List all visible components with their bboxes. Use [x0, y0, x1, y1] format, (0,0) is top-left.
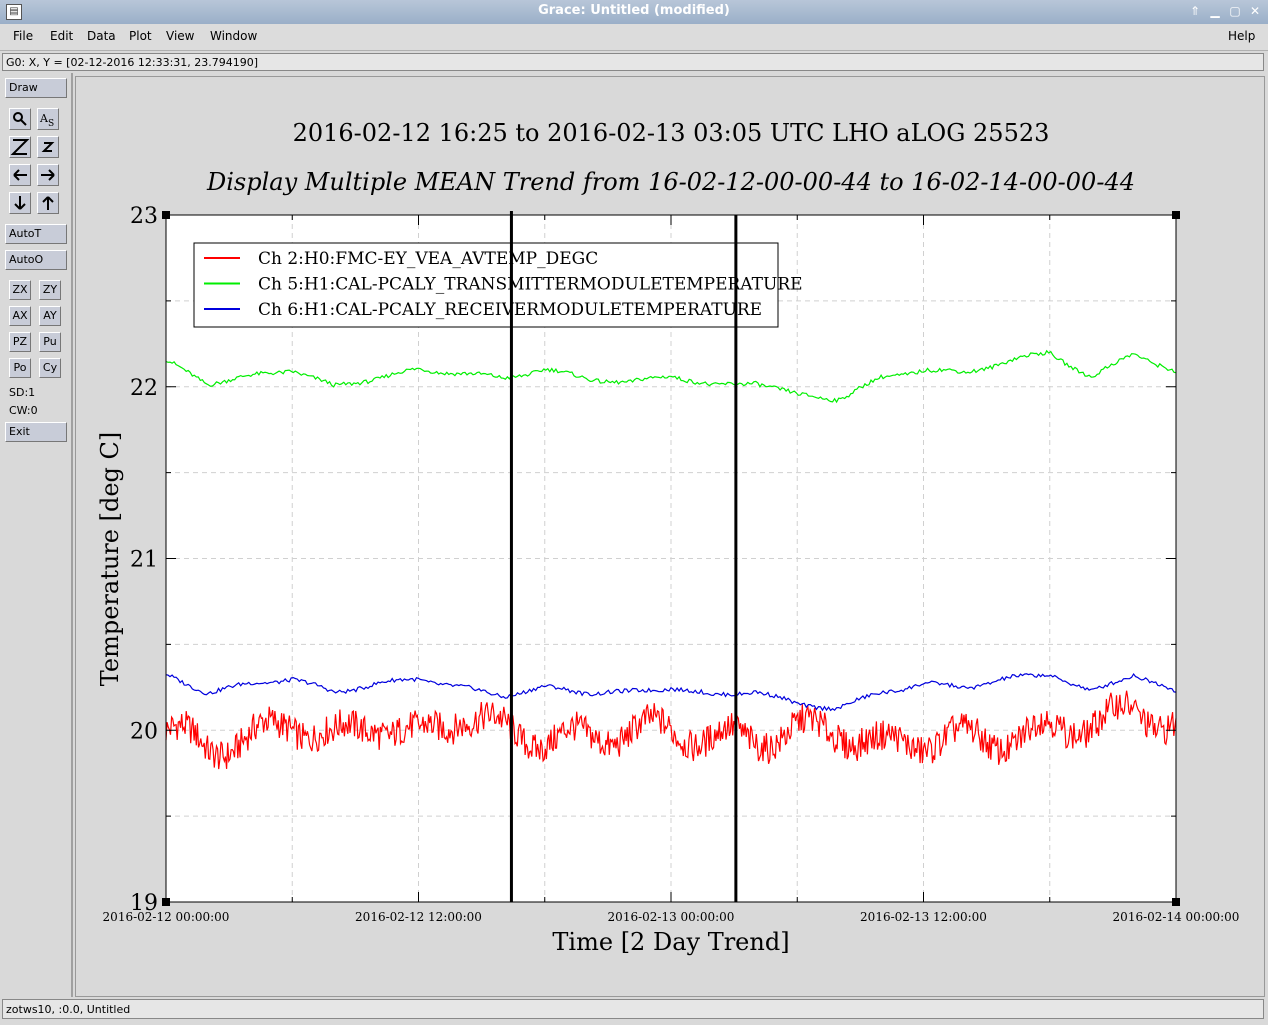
- pz-button[interactable]: PZ: [9, 332, 31, 352]
- menubar: File Edit Data Plot View Window Help: [0, 24, 1268, 51]
- y-tick-label: 21: [130, 548, 158, 573]
- ay-button[interactable]: AY: [39, 306, 61, 326]
- minimize-icon[interactable]: ▁: [1210, 4, 1220, 18]
- legend-entry: Ch 5:H1:CAL-PCALY_TRANSMITTERMODULETEMPE…: [258, 275, 803, 295]
- cy-button[interactable]: Cy: [39, 358, 61, 378]
- chart-title: 2016-02-12 16:25 to 2016-02-13 03:05 UTC…: [293, 119, 1050, 147]
- y-tick-label: 22: [130, 376, 158, 401]
- zoom-z-small-icon[interactable]: [37, 136, 59, 158]
- plot-canvas[interactable]: 19 20 21 22 23 2016-02-12 00:00:00 2016-02-12 …: [75, 76, 1265, 997]
- ax-button[interactable]: AX: [9, 306, 31, 326]
- draw-button[interactable]: Draw: [5, 78, 67, 98]
- y-axis-label: Temperature [deg C]: [96, 432, 124, 687]
- down-arrow-icon[interactable]: [9, 192, 31, 214]
- window-titlebar: ▤ Grace: Untitled (modified) ⇑ ▁ ▢ ✕: [0, 0, 1268, 25]
- series-line: [165, 349, 1177, 404]
- window-title: Grace: Untitled (modified): [538, 3, 730, 18]
- right-arrow-icon[interactable]: [37, 164, 59, 186]
- close-icon[interactable]: ✕: [1249, 4, 1261, 18]
- zoom-z-icon[interactable]: [9, 136, 31, 158]
- x-tick-label: 2016-02-12 00:00:00: [103, 910, 230, 924]
- y-tick-label: 19: [130, 891, 158, 916]
- app-icon[interactable]: ▤: [6, 4, 22, 20]
- y-tick-label: 23: [130, 204, 158, 229]
- autot-button[interactable]: AutoT: [5, 224, 67, 244]
- x-tick-label: 2016-02-12 12:00:00: [355, 910, 482, 924]
- po-button[interactable]: Po: [9, 358, 31, 378]
- autoo-button[interactable]: AutoO: [5, 250, 67, 270]
- pu-button[interactable]: Pu: [39, 332, 61, 352]
- x-tick-label: 2016-02-13 00:00:00: [608, 910, 735, 924]
- legend-entry: Ch 2:H0:FMC-EY_VEA_AVTEMP_DEGC: [258, 249, 598, 269]
- chart-subtitle: Display Multiple MEAN Trend from 16-02-1…: [206, 168, 1135, 196]
- menu-help[interactable]: Help: [1228, 29, 1256, 43]
- series-line: [165, 672, 1177, 712]
- svg-text:A: A: [39, 112, 49, 125]
- menu-edit[interactable]: Edit: [50, 29, 74, 43]
- current-world-label: CW:0: [9, 404, 38, 417]
- menu-data[interactable]: Data: [87, 29, 116, 43]
- series-line: [165, 690, 1177, 770]
- x-tick-label: 2016-02-14 00:00:00: [1113, 910, 1240, 924]
- menu-window[interactable]: Window: [210, 29, 258, 43]
- maximize-icon[interactable]: ▢: [1229, 4, 1241, 18]
- chart-svg: 19 20 21 22 23 2016-02-12 00:00:00 2016-02-12 …: [96, 119, 1240, 956]
- exit-button[interactable]: Exit: [5, 422, 67, 442]
- menu-plot[interactable]: Plot: [129, 29, 152, 43]
- zx-button[interactable]: ZX: [9, 280, 31, 300]
- menu-file[interactable]: File: [13, 29, 34, 43]
- menu-view[interactable]: View: [166, 29, 195, 43]
- x-tick-label: 2016-02-13 12:00:00: [860, 910, 987, 924]
- x-axis-label: Time [2 Day Trend]: [552, 928, 789, 956]
- zy-button[interactable]: ZY: [39, 280, 61, 300]
- y-tick-label: 20: [130, 719, 158, 744]
- svg-text:S: S: [48, 119, 54, 129]
- up-arrow-icon[interactable]: [37, 192, 59, 214]
- locator-readout: G0: X, Y = [02-12-2016 12:33:31, 23.7941…: [2, 53, 1264, 71]
- set-depth-label: SD:1: [9, 386, 36, 399]
- shade-icon[interactable]: ⇑: [1189, 4, 1201, 18]
- statusbar: zotws10, :0.0, Untitled: [2, 999, 1264, 1019]
- zoom-icon[interactable]: [9, 108, 31, 130]
- legend-box[interactable]: [193, 242, 779, 328]
- left-arrow-icon[interactable]: [9, 164, 31, 186]
